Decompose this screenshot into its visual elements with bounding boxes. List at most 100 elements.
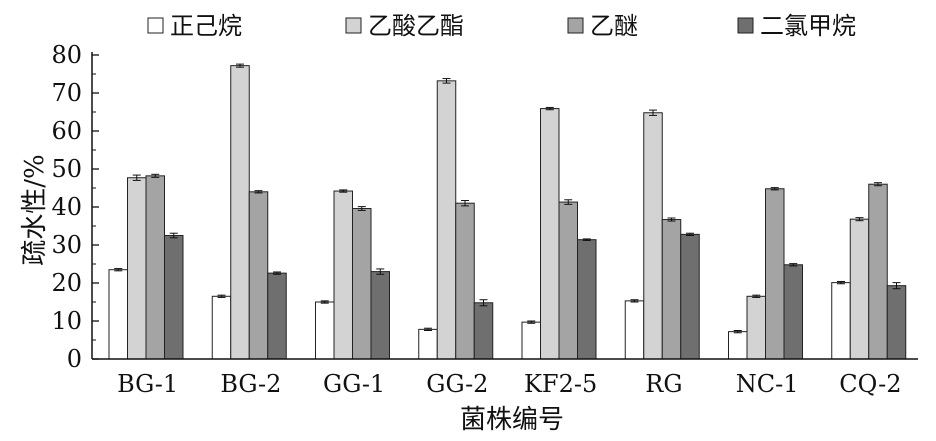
error-bar-CQ-2-乙醚 [874,182,882,187]
bar-BG-2-正己烷 [211,295,232,360]
error-bar-GG-1-二氯甲烷 [376,268,385,275]
bar-RG-二氯甲烷 [680,233,700,360]
x-axis-title: 菌株编号 [460,405,564,435]
y-tick-label-0: 0 [67,345,82,373]
bar-groups [108,65,907,360]
x-tick-label-BG-1: BG-1 [117,370,178,398]
y-axis-title: 疏水性/% [20,154,50,265]
y-tick-label-40: 40 [51,193,82,221]
legend: 正己烷 乙酸乙酯 乙醚 二氯甲烷 [147,12,856,40]
error-bar-NC-1-二氯甲烷 [789,263,798,267]
y-tick-label-80: 80 [51,41,82,69]
error-bar-BG-2-乙醚 [254,190,263,194]
error-bar-NC-1-乙酸乙酯 [752,294,761,298]
error-bar-GG-2-乙酸乙酯 [442,78,451,84]
bar-CQ-2-正己烷 [831,282,851,360]
legend-label: 乙酸乙酯 [368,12,464,40]
legend-label: 正己烷 [170,12,242,40]
legend-item-二氯甲烷: 二氯甲烷 [737,12,856,40]
x-tick-label-GG-2: GG-2 [426,370,488,398]
bar-GG-2-正己烷 [418,328,438,360]
error-bar-RG-乙醚 [667,217,676,222]
legend-item-乙醚: 乙醚 [567,12,638,40]
bar-BG-1-乙醚 [145,175,165,360]
error-bars [114,63,901,334]
x-tick-label-NC-1: NC-1 [736,370,799,398]
y-tick-label-10: 10 [51,307,82,335]
legend-swatch [345,17,362,34]
error-bar-KF2-5-二氯甲烷 [582,238,591,241]
bar-CQ-2-二氯甲烷 [886,285,907,360]
y-tick-label-30: 30 [51,231,82,259]
bar-GG-1-乙醚 [352,208,372,360]
bar-NC-1-二氯甲烷 [783,264,803,360]
bar-GG-2-二氯甲烷 [473,302,494,360]
bar-CQ-2-乙醚 [868,183,888,360]
legend-swatch [737,17,754,34]
bar-RG-乙酸乙酯 [643,112,663,360]
error-bar-GG-1-乙醚 [357,206,366,211]
bar-RG-乙醚 [661,219,682,360]
bar-NC-1-正己烷 [728,331,748,360]
legend-item-乙酸乙酯: 乙酸乙酯 [345,12,464,40]
y-tick-label-50: 50 [51,155,82,183]
error-bar-GG-1-正己烷 [320,300,329,304]
bar-BG-1-二氯甲烷 [164,235,184,360]
error-bar-RG-乙酸乙酯 [649,109,657,116]
error-bar-CQ-2-乙酸乙酯 [855,217,864,222]
x-tick-label-RG: RG [645,370,682,398]
error-bar-RG-正己烷 [630,299,639,303]
error-bar-GG-2-正己烷 [424,327,432,331]
error-bar-CQ-2-二氯甲烷 [892,282,901,290]
error-bar-BG-1-乙醚 [151,173,160,178]
bar-BG-2-乙酸乙酯 [230,65,250,360]
legend-item-正己烷: 正己烷 [147,12,242,40]
bar-GG-1-二氯甲烷 [370,271,390,360]
bar-GG-2-乙醚 [455,202,475,360]
error-bar-BG-1-二氯甲烷 [169,232,178,239]
error-bar-NC-1-乙醚 [770,187,779,191]
error-bar-BG-2-乙酸乙酯 [236,63,244,68]
x-tick-label-GG-1: GG-1 [323,370,385,398]
bar-BG-1-正己烷 [108,269,128,360]
error-bar-KF2-5-乙酸乙酯 [545,106,554,111]
bar-KF2-5-正己烷 [521,321,541,360]
error-bar-NC-1-正己烷 [733,330,742,334]
error-bar-CQ-2-正己烷 [837,280,845,285]
bar-BG-2-乙醚 [248,191,269,360]
y-tick-label-70: 70 [51,79,82,107]
bar-GG-2-乙酸乙酯 [436,80,457,360]
bar-GG-1-正己烷 [315,301,335,360]
x-tick-label-BG-2: BG-2 [220,370,281,398]
error-bar-KF2-5-正己烷 [527,320,536,324]
bar-CQ-2-乙酸乙酯 [849,218,870,360]
bar-NC-1-乙醚 [765,188,785,360]
x-axis: BG-1 BG-2 GG-1 GG-2 KF2-5 RG NC-1 CQ-2 [92,358,918,398]
x-tick-label-KF2-5: KF2-5 [524,370,597,398]
legend-swatch [147,17,164,34]
bar-KF2-5-乙酸乙酯 [540,108,560,360]
bar-KF2-5-乙醚 [558,201,578,360]
bar-BG-1-乙酸乙酯 [127,177,147,360]
error-bar-GG-1-乙酸乙酯 [339,189,348,193]
legend-label: 乙醚 [590,12,638,40]
y-tick-label-20: 20 [51,269,82,297]
error-bar-BG-2-正己烷 [217,294,226,298]
error-bar-KF2-5-乙醚 [564,199,573,205]
y-axis: 0 10 20 30 40 50 60 70 80 [51,41,99,373]
bar-RG-正己烷 [624,300,645,360]
error-bar-BG-1-正己烷 [114,268,123,272]
bar-GG-1-乙酸乙酯 [333,190,353,360]
bar-KF2-5-二氯甲烷 [577,239,597,360]
legend-swatch [567,17,584,34]
error-bar-BG-1-乙酸乙酯 [132,174,141,181]
x-tick-label-CQ-2: CQ-2 [839,370,901,398]
error-bar-GG-2-乙醚 [461,200,469,207]
bar-NC-1-乙酸乙酯 [746,295,766,360]
error-bar-GG-2-二氯甲烷 [479,299,488,307]
bar-BG-2-二氯甲烷 [267,272,287,360]
legend-label: 二氯甲烷 [760,12,856,40]
y-tick-label-60: 60 [51,117,82,145]
error-bar-BG-2-二氯甲烷 [273,271,281,275]
